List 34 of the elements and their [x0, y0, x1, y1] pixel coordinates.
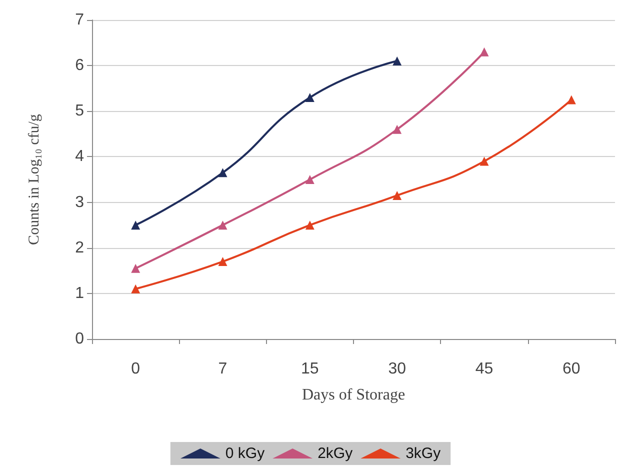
point [305, 175, 314, 184]
x-axis-title: Days of Storage [302, 386, 406, 404]
x-tick-label: 60 [562, 360, 580, 378]
legend-label: 0 kGy [225, 445, 266, 462]
point [566, 95, 576, 104]
point [131, 220, 140, 230]
legend-label: 3kGy [406, 445, 442, 462]
y-tick-label: 5 [75, 102, 84, 120]
x-tick-label: 30 [388, 360, 406, 378]
point [392, 124, 402, 134]
x-tick-label: 7 [218, 360, 228, 378]
y-tick-label: 4 [75, 148, 84, 166]
point [480, 47, 489, 56]
point [218, 220, 228, 230]
x-tick-label: 15 [301, 360, 319, 378]
point [218, 168, 228, 178]
legend-label: 2kGy [318, 445, 354, 462]
x-tick-label: 45 [475, 360, 494, 378]
point [392, 190, 402, 200]
y-tick-label: 6 [75, 57, 84, 74]
point [131, 284, 140, 294]
y-tick-label: 7 [75, 12, 84, 28]
y-tick-label: 0 [75, 330, 84, 348]
point [218, 257, 228, 266]
point [305, 92, 314, 102]
y-tick-label: 1 [75, 284, 84, 302]
x-tick-label: 0 [131, 360, 140, 378]
point [131, 264, 140, 273]
y-tick-label: 3 [75, 194, 84, 211]
point [392, 56, 402, 66]
point [305, 220, 314, 230]
point [480, 156, 489, 166]
y-axis-title: Counts in Log₁₀ cfu/g [26, 114, 42, 245]
y-tick-label: 2 [75, 239, 84, 256]
